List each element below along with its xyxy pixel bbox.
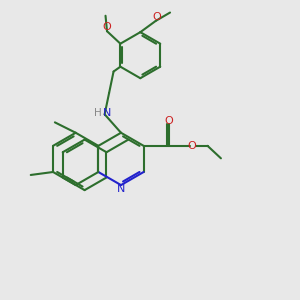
- Text: N: N: [117, 184, 125, 194]
- Text: H: H: [94, 108, 102, 118]
- Text: O: O: [164, 116, 173, 126]
- Text: N: N: [103, 108, 111, 118]
- Text: O: O: [187, 141, 196, 151]
- Text: O: O: [153, 12, 161, 22]
- Text: O: O: [103, 22, 111, 32]
